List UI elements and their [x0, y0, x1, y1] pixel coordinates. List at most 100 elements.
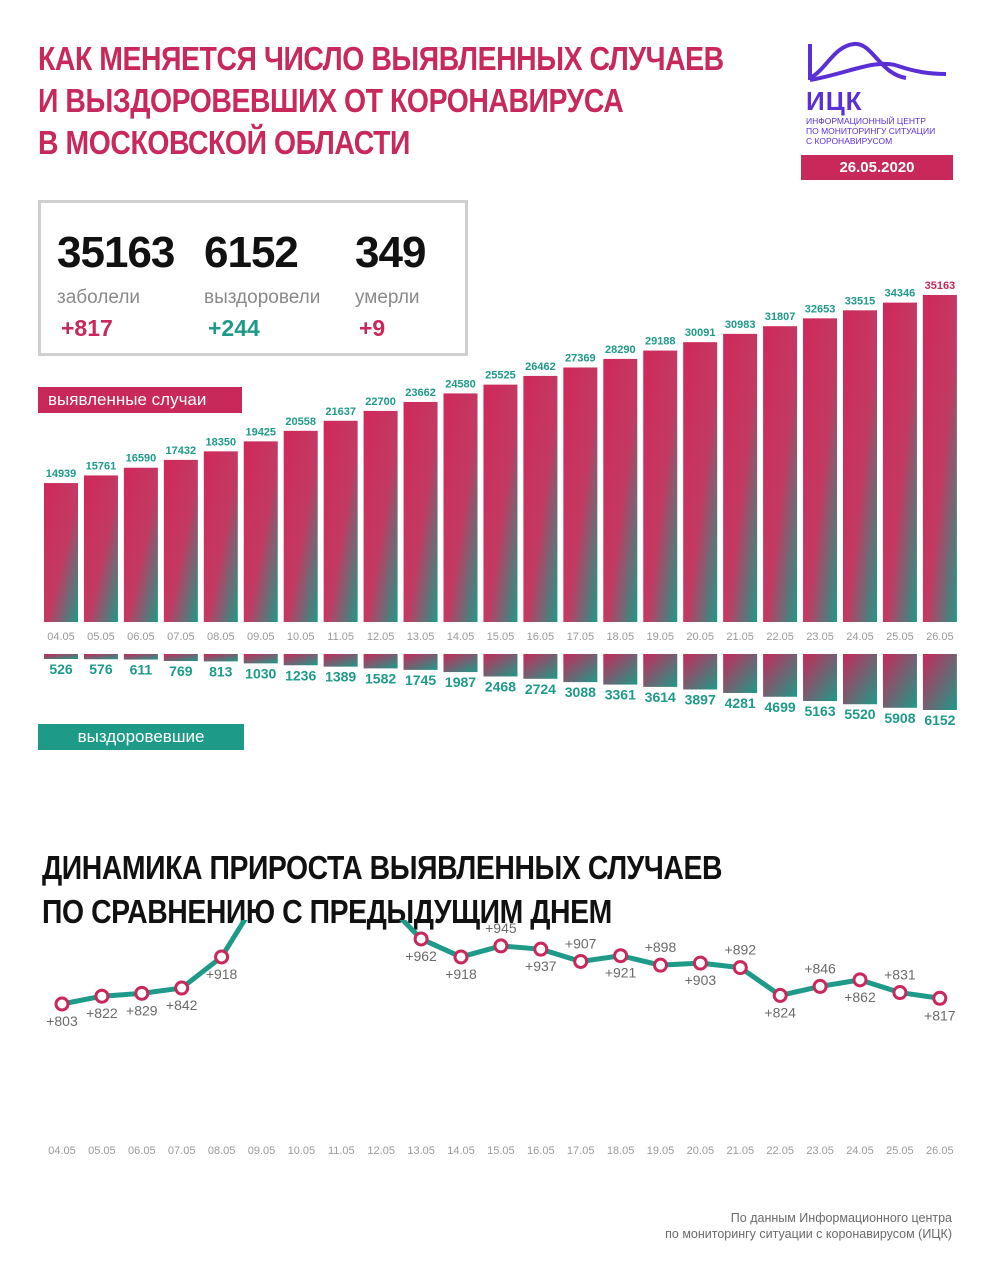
- recovered-value-label: 3614: [645, 689, 676, 705]
- recovered-value-label: 1030: [245, 665, 276, 681]
- date-tick-label: 23.05: [806, 1145, 834, 1157]
- case-bar: [922, 295, 957, 622]
- date-tick-label: 11.05: [327, 631, 354, 643]
- case-value-label: 14939: [46, 468, 77, 480]
- recovered-value-label: 5908: [884, 710, 915, 726]
- logo-text-line: ИНФОРМАЦИОННЫЙ ЦЕНТР: [806, 116, 926, 126]
- case-value-label: 34346: [885, 288, 916, 300]
- data-point: [573, 953, 589, 969]
- data-point: [54, 996, 70, 1012]
- recovered-value-label: 3897: [685, 691, 716, 707]
- case-value-label: 16590: [126, 453, 157, 465]
- case-bar: [363, 410, 398, 622]
- case-bar: [643, 350, 678, 622]
- recovered-value-label: 1987: [445, 674, 476, 690]
- stat-value: 35163: [57, 228, 175, 277]
- data-label: +903: [685, 972, 717, 988]
- date-tick-label: 11.05: [328, 1145, 355, 1157]
- date-tick-label: 12.05: [367, 631, 395, 643]
- recovered-value-label: 5163: [804, 703, 835, 719]
- date-tick-label: 09.05: [248, 1145, 276, 1157]
- case-bar: [83, 475, 118, 622]
- data-label: +831: [884, 967, 916, 983]
- source-note: По данным Информационного центра по мони…: [560, 1210, 952, 1242]
- data-label: +962: [405, 948, 437, 964]
- date-tick-label: 12.05: [367, 1145, 395, 1157]
- case-value-label: 22700: [365, 396, 396, 408]
- recovered-bar: [203, 654, 238, 662]
- case-value-label: 32653: [805, 303, 836, 315]
- legend-recovered: выздоровевшие: [38, 724, 244, 750]
- source-line: По данным Информационного центра: [730, 1211, 952, 1225]
- data-point: [533, 941, 549, 957]
- case-bar: [443, 393, 478, 622]
- data-point: [453, 949, 469, 965]
- case-value-label: 23662: [405, 387, 436, 399]
- date-tick-label: 25.05: [886, 1145, 914, 1157]
- case-value-label: 27369: [565, 352, 596, 364]
- logo-curve-icon: [808, 42, 947, 82]
- date-tick-label: 14.05: [447, 631, 475, 643]
- stat-deaths: 349 умерли +9: [355, 231, 426, 342]
- recovered-value-label: 1236: [285, 667, 316, 683]
- date-tick-label: 17.05: [567, 1145, 595, 1157]
- data-label: +862: [844, 989, 876, 1005]
- data-point: [134, 985, 150, 1001]
- date-tick-label: 14.05: [447, 1145, 475, 1157]
- recovered-bar: [882, 654, 917, 708]
- data-label: +846: [804, 960, 836, 976]
- stat-label: заболели: [57, 287, 141, 308]
- stat-cases: 35163 заболели +817: [57, 228, 175, 342]
- date-tick-label: 21.05: [727, 1145, 755, 1157]
- data-label: +898: [645, 939, 677, 955]
- subtitle-line: ДИНАМИКА ПРИРОСТА ВЫЯВЛЕННЫХ СЛУЧАЕВ: [42, 849, 723, 886]
- recovered-bar: [363, 654, 398, 669]
- case-value-label: 21637: [325, 406, 356, 418]
- data-point: [892, 985, 908, 1001]
- date-tick-label: 21.05: [726, 631, 754, 643]
- logo-text: ИНФОРМАЦИОННЫЙ ЦЕНТР ПО МОНИТОРИНГУ СИТУ…: [806, 116, 966, 146]
- date-tick-label: 06.05: [128, 1145, 156, 1157]
- data-point: [94, 988, 110, 1004]
- source-line: по мониторингу ситуации с коронавирусом …: [665, 1227, 952, 1241]
- case-value-label: 17432: [166, 445, 197, 457]
- case-bar: [723, 333, 758, 622]
- recovered-value-label: 3361: [605, 687, 636, 703]
- title-line: В МОСКОВСКОЙ ОБЛАСТИ: [38, 124, 410, 161]
- date-tick-label: 10.05: [288, 1145, 316, 1157]
- data-point: [493, 938, 509, 954]
- data-label: +921: [605, 965, 637, 981]
- case-value-label: 19425: [245, 426, 276, 438]
- logo-abbr: ИЦК: [806, 86, 863, 116]
- date-tick-label: 25.05: [886, 631, 914, 643]
- recovered-value-label: 4281: [725, 695, 756, 711]
- data-point: [692, 955, 708, 971]
- recovered-bar: [403, 654, 438, 670]
- date-tick-label: 22.05: [766, 631, 794, 643]
- data-label: +803: [46, 1013, 78, 1029]
- case-bar: [803, 318, 838, 622]
- case-value-label: 15761: [86, 460, 117, 472]
- data-label: +829: [126, 1002, 158, 1018]
- data-point: [812, 978, 828, 994]
- date-tick-label: 04.05: [47, 631, 75, 643]
- recovered-bar: [243, 654, 278, 664]
- case-value-label: 35163: [925, 280, 956, 292]
- case-bar: [483, 384, 518, 622]
- case-bar: [403, 401, 438, 622]
- case-bar: [843, 310, 877, 622]
- date-tick-label: 08.05: [208, 1145, 236, 1157]
- stat-delta: +817: [61, 315, 113, 341]
- case-value-label: 20558: [285, 416, 316, 428]
- data-label: +937: [525, 958, 557, 974]
- date-tick-label: 06.05: [127, 631, 155, 643]
- recovered-value-label: 576: [89, 661, 113, 677]
- recovered-bar: [843, 654, 877, 705]
- line-chart-title: ДИНАМИКА ПРИРОСТА ВЫЯВЛЕННЫХ СЛУЧАЕВ ПО …: [42, 846, 723, 934]
- recovered-value-label: 2468: [485, 678, 516, 694]
- stat-delta: +9: [359, 315, 386, 341]
- recovered-bar: [763, 654, 798, 697]
- logo-text-line: С КОРОНАВИРУСОМ: [806, 136, 893, 146]
- line-chart: +803 04.05 +822 05.05 +829 06.05 +842 07.05 +918…: [46, 920, 956, 1157]
- case-value-label: 24580: [445, 378, 476, 390]
